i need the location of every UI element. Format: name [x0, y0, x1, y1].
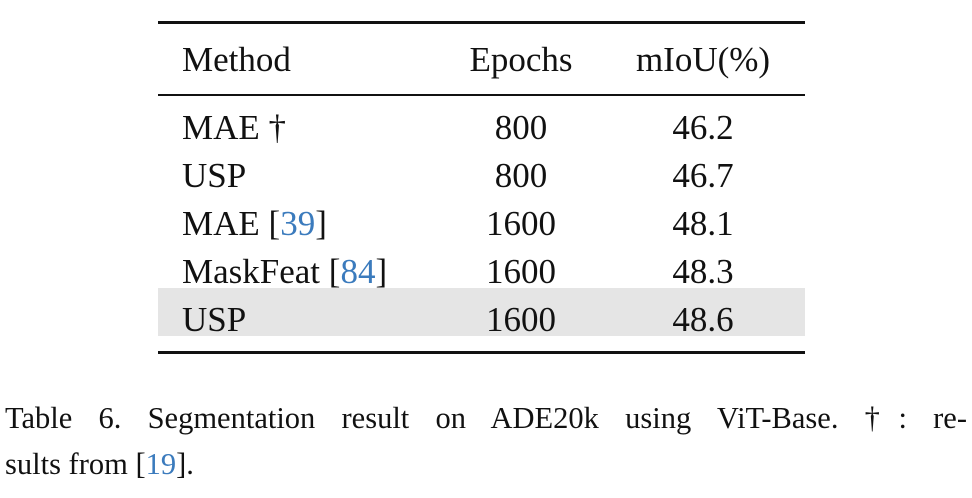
text: MAE †: [182, 108, 287, 147]
column-header: Epochs: [469, 40, 573, 79]
text: Table 6. Segmentation result on ADE20k u…: [5, 401, 967, 435]
text: ].: [176, 447, 194, 481]
epochs-cell: 1600: [486, 252, 556, 291]
text: MaskFeat [: [182, 252, 341, 291]
row-highlight: [158, 288, 805, 336]
epochs-cell: 800: [494, 156, 548, 195]
column-header: mIoU(%): [635, 40, 771, 79]
method-cell: MAE [39]: [182, 200, 327, 248]
method-cell: USP: [182, 152, 246, 200]
text: USP: [182, 156, 247, 195]
text: sults from [: [5, 447, 146, 481]
citation: 19: [145, 447, 177, 481]
epochs-cell: 800: [494, 108, 548, 147]
text: USP: [182, 300, 247, 339]
top-rule: [158, 21, 805, 24]
caption-line: sults from [19].: [5, 441, 967, 487]
text: MAE [: [182, 204, 281, 243]
column-header: Method: [182, 40, 291, 79]
epochs-cell: 1600: [486, 300, 556, 339]
bottom-rule: [158, 351, 805, 354]
method-cell: MaskFeat [84]: [182, 248, 387, 296]
citation: 39: [280, 204, 316, 243]
method-cell: MAE †: [182, 104, 286, 152]
method-cell: USP: [182, 296, 246, 344]
miou-cell: 48.3: [672, 252, 734, 291]
miou-cell: 46.7: [672, 156, 734, 195]
caption-line: Table 6. Segmentation result on ADE20k u…: [5, 395, 967, 441]
miou-cell: 46.2: [672, 108, 734, 147]
miou-cell: 48.6: [672, 300, 734, 339]
text: ]: [315, 204, 327, 243]
mid-rule: [158, 94, 805, 96]
epochs-cell: 1600: [486, 204, 556, 243]
citation: 84: [340, 252, 376, 291]
miou-cell: 48.1: [672, 204, 734, 243]
text: ]: [375, 252, 388, 291]
